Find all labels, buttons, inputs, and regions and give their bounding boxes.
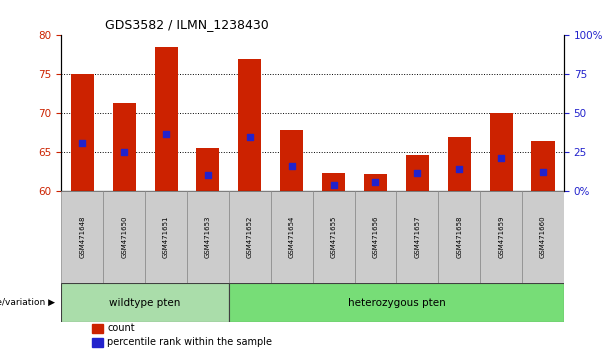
Point: [538, 170, 548, 175]
FancyBboxPatch shape: [145, 191, 187, 283]
FancyBboxPatch shape: [354, 191, 397, 283]
Text: GSM471658: GSM471658: [456, 216, 462, 258]
Text: GSM471657: GSM471657: [414, 216, 421, 258]
Bar: [238, 59, 261, 191]
FancyBboxPatch shape: [438, 191, 480, 283]
Text: GSM471654: GSM471654: [289, 216, 295, 258]
Bar: [490, 113, 512, 191]
Point: [245, 134, 255, 139]
Bar: [447, 137, 471, 191]
Point: [370, 179, 380, 185]
Bar: [406, 155, 429, 191]
Text: GSM471648: GSM471648: [79, 216, 85, 258]
Bar: [196, 148, 219, 191]
FancyBboxPatch shape: [187, 191, 229, 283]
Point: [161, 131, 171, 136]
FancyBboxPatch shape: [397, 191, 438, 283]
Text: GSM471655: GSM471655: [330, 216, 337, 258]
FancyBboxPatch shape: [271, 191, 313, 283]
Point: [119, 149, 129, 155]
Text: count: count: [107, 323, 135, 333]
Point: [454, 166, 464, 172]
Text: GSM471652: GSM471652: [247, 216, 253, 258]
Text: percentile rank within the sample: percentile rank within the sample: [107, 337, 272, 347]
Text: GSM471650: GSM471650: [121, 216, 127, 258]
Point: [413, 170, 422, 176]
FancyBboxPatch shape: [229, 283, 564, 322]
Text: GSM471653: GSM471653: [205, 216, 211, 258]
FancyBboxPatch shape: [61, 283, 229, 322]
FancyBboxPatch shape: [103, 191, 145, 283]
FancyBboxPatch shape: [61, 191, 103, 283]
Bar: [280, 130, 303, 191]
FancyBboxPatch shape: [313, 191, 354, 283]
Text: genotype/variation ▶: genotype/variation ▶: [0, 298, 55, 307]
Bar: [70, 74, 94, 191]
Text: GSM471660: GSM471660: [540, 216, 546, 258]
Point: [287, 164, 297, 169]
Text: GSM471659: GSM471659: [498, 216, 504, 258]
Text: heterozygous pten: heterozygous pten: [348, 298, 445, 308]
Text: GSM471656: GSM471656: [373, 216, 378, 258]
Bar: [364, 174, 387, 191]
FancyBboxPatch shape: [522, 191, 564, 283]
Bar: [322, 173, 345, 191]
Bar: [531, 141, 555, 191]
FancyBboxPatch shape: [229, 191, 271, 283]
Point: [329, 182, 338, 187]
Text: GDS3582 / ILMN_1238430: GDS3582 / ILMN_1238430: [105, 18, 269, 31]
FancyBboxPatch shape: [480, 191, 522, 283]
Bar: [154, 47, 178, 191]
Point: [77, 140, 87, 146]
Point: [203, 172, 213, 178]
Text: GSM471651: GSM471651: [163, 216, 169, 258]
Point: [497, 156, 506, 161]
Bar: [113, 103, 135, 191]
Text: wildtype pten: wildtype pten: [109, 298, 181, 308]
